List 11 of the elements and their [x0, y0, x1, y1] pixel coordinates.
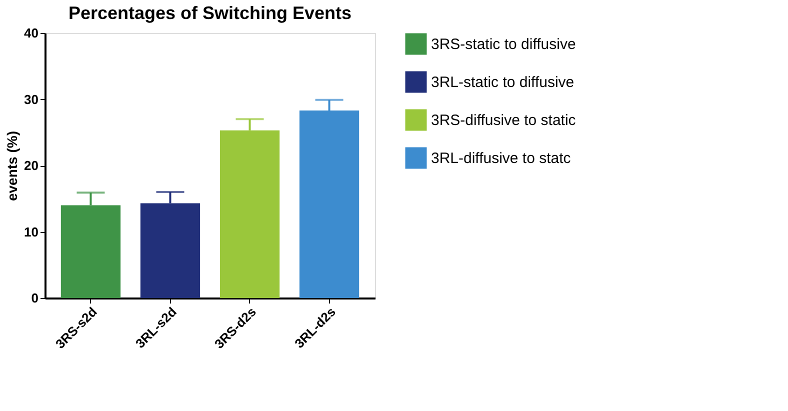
legend-label: 3RS-diffusive to static: [431, 112, 576, 129]
y-tick-label: 30: [24, 92, 38, 107]
y-tick-label: 0: [31, 290, 38, 306]
legend-label: 3RL-static to diffusive: [431, 74, 574, 91]
chart-title: Percentages of Switching Events: [68, 3, 352, 23]
y-tick-label: 40: [24, 26, 38, 40]
legend-label: 3RS-static to diffusive: [431, 36, 576, 53]
y-tick-label: 10: [24, 224, 38, 240]
legend-label: 3RL-diffusive to statc: [431, 150, 572, 167]
y-axis-title: events (%): [4, 130, 20, 202]
y-tick-label: 20: [24, 158, 38, 173]
